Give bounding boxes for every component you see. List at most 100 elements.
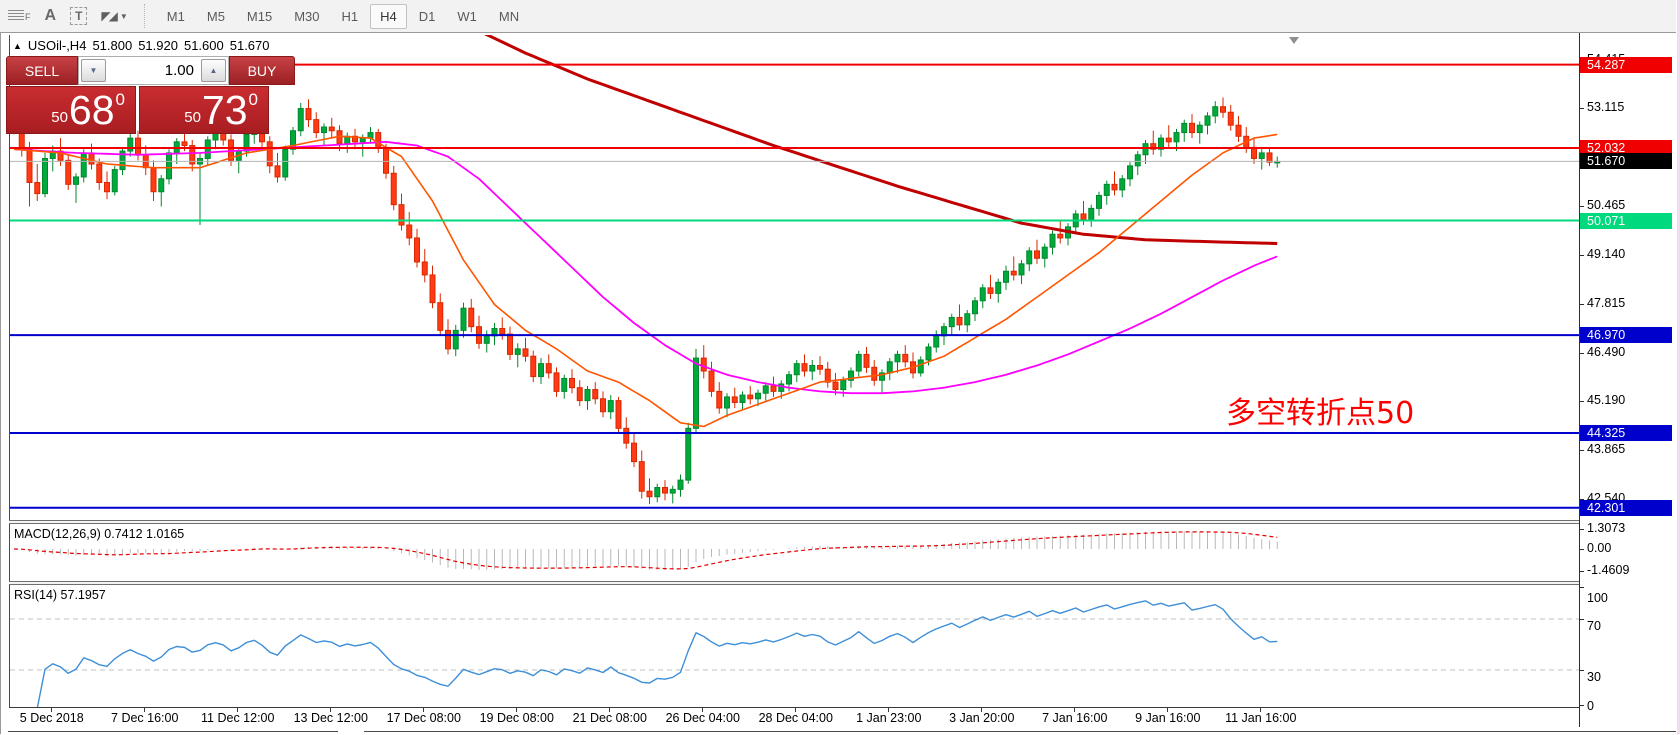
timeframe-buttons: M1 M5 M15 M30 H1 H4 D1 W1 MN: [156, 3, 530, 29]
pane-splitter[interactable]: [9, 520, 1579, 524]
date-label: 17 Dec 08:00: [386, 711, 461, 725]
date-tick: [795, 708, 797, 712]
date-label: 21 Dec 08:00: [572, 711, 647, 725]
text-label-tool-icon[interactable]: T: [70, 7, 88, 25]
macd-svg: [13, 531, 1278, 571]
buy-price-prefix: 50: [184, 109, 201, 126]
rsi-tick: [1580, 670, 1584, 671]
sell-price-main: 68: [68, 86, 115, 133]
price-badge: 44.325: [1580, 424, 1672, 441]
low-value: 51.600: [183, 38, 224, 53]
rsi-svg: [10, 600, 1579, 707]
sell-button[interactable]: SELL: [6, 56, 78, 85]
one-click-trading-panel: SELL ▼ ▲ BUY 50 68 0 50 73 0: [6, 56, 295, 134]
ma-slow-line: [13, 140, 1278, 395]
price-tick-label: 46.490: [1587, 344, 1626, 359]
macd-tick: [1580, 528, 1584, 530]
text-tool-icon[interactable]: A: [44, 7, 57, 24]
fibonacci-lines-glyph: [8, 10, 24, 22]
arrows-tool-icon[interactable]: ◤◢ ▼: [101, 9, 127, 23]
date-tick: [1260, 708, 1262, 712]
price-tick: [1580, 498, 1584, 500]
price-badge: 52.032: [1580, 140, 1672, 157]
timeframe-button-mn[interactable]: MN: [498, 8, 520, 24]
sell-price-box[interactable]: 50 68 0: [6, 86, 136, 134]
timeframe-button-m1[interactable]: M1: [166, 8, 185, 24]
ma-long-line: [484, 35, 1278, 245]
date-label: 11 Jan 16:00: [1225, 711, 1297, 725]
price-tick: [1580, 205, 1584, 207]
macd-histogram: [21, 531, 1278, 571]
price-badge: 42.301: [1580, 499, 1672, 516]
price-tick-label: 45.190: [1587, 392, 1626, 407]
rsi-tick: [1580, 705, 1584, 706]
date-tick: [1167, 708, 1169, 712]
macd-tick: [1580, 549, 1584, 550]
candlesticks: [11, 97, 1281, 505]
rsi-tick-label: 0: [1587, 699, 1594, 713]
price-tick: [1580, 303, 1584, 305]
price-axis[interactable]: 54.41553.11550.46549.14047.81546.49045.1…: [1579, 33, 1677, 727]
timeframe-button-w1[interactable]: W1: [457, 8, 477, 24]
date-label: 9 Jan 16:00: [1135, 711, 1201, 725]
rsi-tick-label: 100: [1587, 591, 1608, 605]
toolbar-tools: F A T ◤◢ ▼: [0, 7, 128, 25]
scroll-to-end-icon[interactable]: [1289, 37, 1299, 44]
price-tick-label: 49.140: [1587, 246, 1626, 261]
timeframe-button-m5[interactable]: M5: [206, 8, 225, 24]
volume-decrease-button[interactable]: ▼: [81, 59, 106, 82]
date-tick: [237, 708, 239, 712]
open-value: 51.800: [92, 38, 133, 53]
volume-stepper: ▼ ▲: [78, 56, 229, 85]
close-value: 51.670: [229, 38, 270, 53]
price-tick: [1580, 400, 1584, 402]
buy-price-box[interactable]: 50 73 0: [139, 86, 269, 134]
price-tick-label: 50.465: [1587, 197, 1626, 212]
price-badge: 54.287: [1580, 56, 1672, 73]
window-edge-strip: [1676, 0, 1680, 734]
price-pane[interactable]: [9, 35, 1579, 520]
macd-tick-label: 0.00: [1587, 541, 1612, 555]
macd-tick-label: 1.3073: [1587, 520, 1626, 535]
macd-label: MACD(12,26,9) 0.7412 1.0165: [14, 527, 185, 541]
price-tick-label: 47.815: [1587, 295, 1626, 310]
date-label: 1 Jan 23:00: [856, 711, 922, 725]
pane-splitter[interactable]: [9, 581, 1579, 585]
fibonacci-f-label: F: [25, 12, 31, 22]
symbol-expand-icon[interactable]: ▲: [13, 40, 22, 51]
macd-tick-label: -1.4609: [1587, 563, 1630, 578]
sell-price-prefix: 50: [51, 109, 68, 126]
fibonacci-tool-icon[interactable]: F: [8, 10, 31, 22]
rsi-pane[interactable]: RSI(14) 57.1957: [9, 585, 1579, 707]
buy-price-sup: 0: [248, 90, 258, 109]
main-chart-svg: [10, 35, 1579, 509]
timeframe-button-m15[interactable]: M15: [246, 8, 273, 24]
rsi-tick: [1580, 587, 1584, 588]
timeframe-button-d1[interactable]: D1: [418, 8, 436, 24]
chevron-down-icon[interactable]: ▼: [119, 11, 128, 21]
date-tick: [144, 708, 146, 712]
date-tick: [1074, 708, 1076, 712]
price-badge: 46.970: [1580, 327, 1672, 344]
dock-edge-line: [8, 731, 338, 732]
date-label: 7 Jan 16:00: [1042, 711, 1108, 725]
price-tick: [1580, 449, 1584, 451]
sell-price-sup: 0: [115, 90, 125, 109]
date-label: 3 Jan 20:00: [949, 711, 1015, 725]
rsi-line: [36, 600, 1278, 707]
timeframe-button-h4[interactable]: H4: [370, 3, 407, 29]
buy-button[interactable]: BUY: [229, 56, 295, 85]
time-axis[interactable]: 5 Dec 2018 7 Dec 16:00 11 Dec 12:00 13 Dec …: [9, 707, 1579, 727]
macd-tick: [1580, 571, 1584, 573]
chart-window: ▲ USOil-,H4 51.800 51.920 51.600 51.670 …: [0, 32, 1677, 735]
volume-input[interactable]: [108, 57, 199, 84]
price-tick-label: 53.115: [1587, 100, 1625, 114]
macd-pane[interactable]: MACD(12,26,9) 0.7412 1.0165: [9, 524, 1579, 581]
volume-increase-button[interactable]: ▲: [201, 59, 226, 82]
date-label: 28 Dec 04:00: [758, 711, 833, 725]
timeframe-button-h1[interactable]: H1: [341, 8, 359, 24]
date-tick: [51, 708, 53, 712]
toolbar: F A T ◤◢ ▼ M1 M5 M15 M30 H1 H4 D1 W1 MN: [0, 0, 1680, 32]
date-label: 26 Dec 04:00: [665, 711, 740, 725]
timeframe-button-m30[interactable]: M30: [294, 8, 320, 24]
